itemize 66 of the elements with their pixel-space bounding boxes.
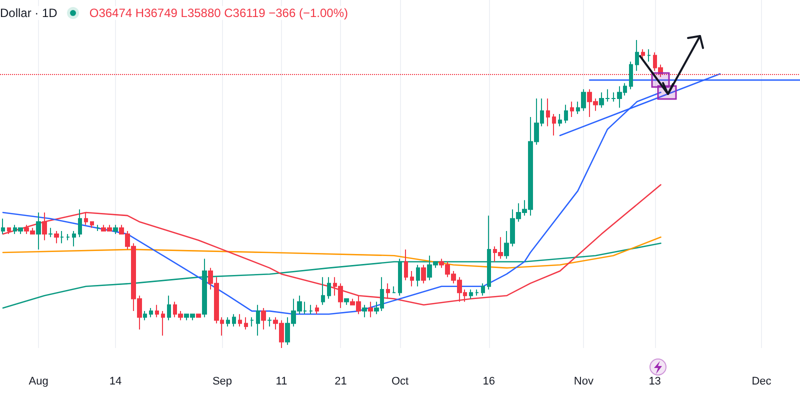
x-tick-label: Sep bbox=[212, 376, 232, 388]
candlestick bbox=[398, 258, 402, 296]
candlestick bbox=[386, 282, 390, 300]
candlestick bbox=[60, 230, 64, 244]
candlestick bbox=[7, 227, 11, 235]
candlestick bbox=[362, 304, 367, 318]
candlestick bbox=[267, 316, 272, 327]
candlestick bbox=[558, 113, 562, 127]
candlestick bbox=[143, 310, 147, 321]
x-tick-label: Nov bbox=[574, 376, 594, 388]
x-tick-label: 21 bbox=[334, 376, 347, 388]
x-tick-label: Dec bbox=[752, 376, 772, 388]
candlestick bbox=[72, 230, 76, 247]
candlestick bbox=[546, 98, 550, 127]
candlestick bbox=[78, 208, 82, 238]
candlestick bbox=[113, 224, 118, 235]
candlestick bbox=[475, 288, 479, 296]
x-tick-label: 16 bbox=[482, 376, 496, 388]
candlestick bbox=[629, 61, 633, 90]
candlestick bbox=[392, 286, 396, 294]
candlestick bbox=[416, 264, 420, 287]
candlestick bbox=[315, 304, 319, 315]
candlestick bbox=[410, 270, 414, 287]
candlestick bbox=[48, 227, 53, 238]
candlestick bbox=[368, 301, 373, 318]
candlestick bbox=[161, 310, 165, 336]
candlestick bbox=[321, 276, 325, 306]
candlestick bbox=[552, 113, 556, 136]
candlestick bbox=[404, 248, 408, 281]
candlestick bbox=[149, 307, 153, 318]
candlestick bbox=[238, 314, 242, 327]
x-tick-label: Oct bbox=[391, 376, 409, 388]
candlestick bbox=[327, 276, 331, 300]
candlestick bbox=[90, 221, 94, 228]
candlestick bbox=[250, 316, 254, 327]
candlestick bbox=[635, 40, 639, 72]
candlestick bbox=[232, 314, 236, 327]
candlestick bbox=[421, 264, 426, 284]
chart-subtitle: O36474 H36749 L35880 C36119 −366 (−1.00%) bbox=[89, 6, 348, 20]
candlestick bbox=[36, 212, 41, 250]
candlestick bbox=[309, 304, 313, 315]
candlestick bbox=[647, 48, 651, 62]
chart-title: Dollar · 1D bbox=[0, 6, 58, 20]
candlestick bbox=[196, 314, 201, 318]
candlestick bbox=[84, 212, 88, 226]
candlestick bbox=[54, 230, 59, 244]
candlestick bbox=[1, 218, 5, 235]
x-tick-label: 13 bbox=[648, 376, 661, 388]
candlestick bbox=[42, 212, 47, 241]
candlestick bbox=[344, 298, 349, 306]
x-tick-label: 14 bbox=[109, 376, 122, 388]
candlestick bbox=[226, 316, 230, 327]
candlestick bbox=[155, 304, 159, 318]
candlestick bbox=[167, 295, 171, 321]
x-tick-label: 11 bbox=[276, 376, 288, 388]
candlestick bbox=[570, 101, 574, 118]
candlestick bbox=[96, 224, 100, 232]
candlestick bbox=[66, 234, 70, 241]
candlestick bbox=[481, 282, 485, 296]
candlestick bbox=[469, 288, 473, 300]
candlestick bbox=[641, 48, 645, 60]
candlestick bbox=[564, 104, 568, 124]
candlestick bbox=[244, 316, 248, 330]
candlestick bbox=[261, 307, 266, 330]
candlestick bbox=[256, 304, 260, 336]
x-tick-label: Aug bbox=[28, 376, 48, 388]
